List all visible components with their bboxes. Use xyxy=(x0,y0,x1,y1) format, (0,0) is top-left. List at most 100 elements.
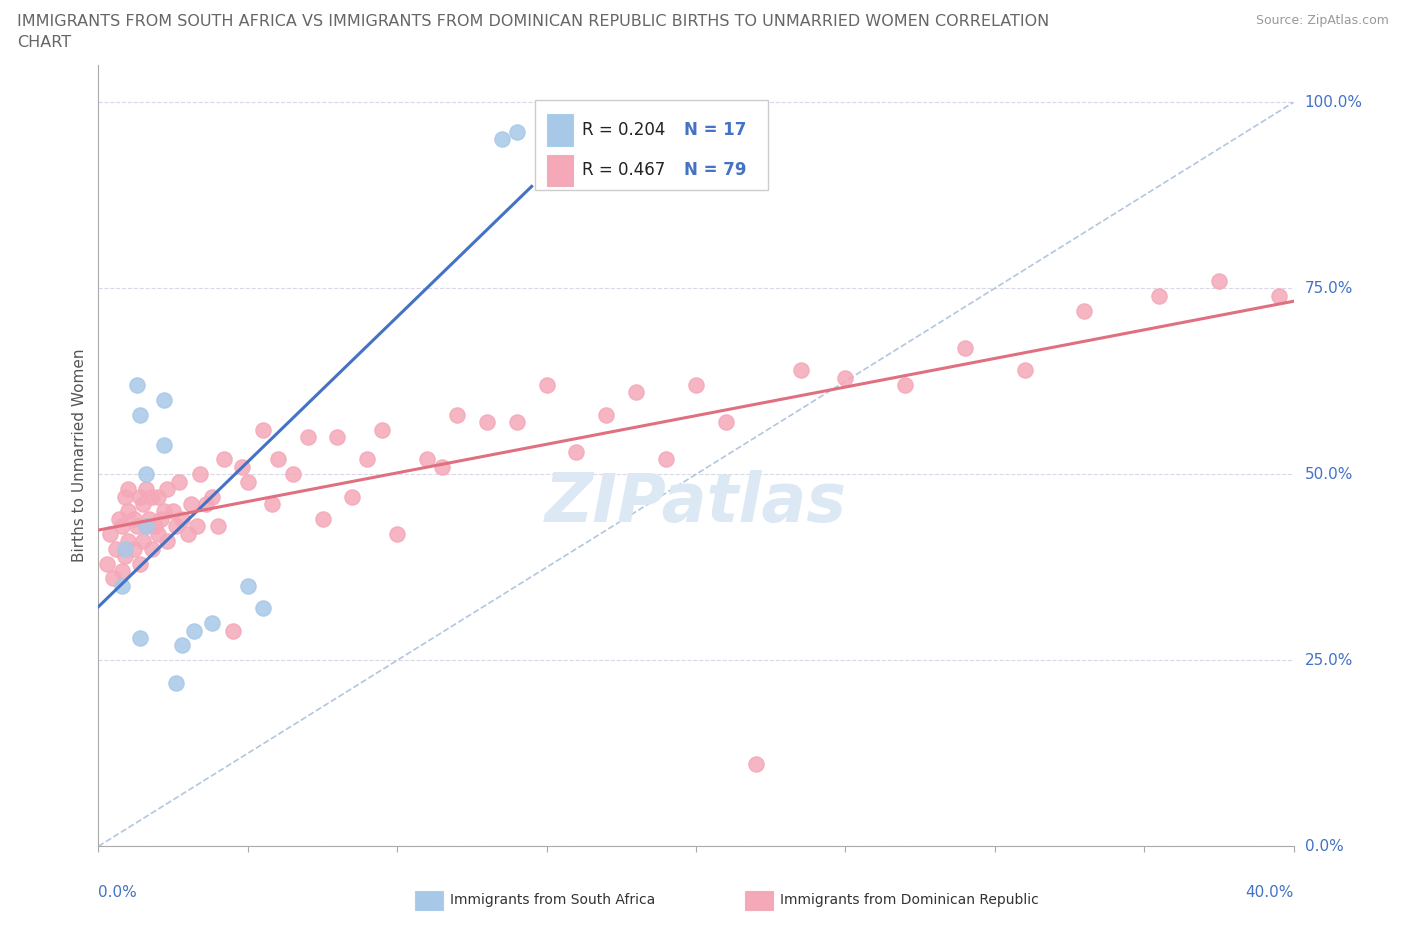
FancyBboxPatch shape xyxy=(547,114,572,145)
Point xyxy=(114,541,136,556)
Point xyxy=(207,519,229,534)
Point xyxy=(117,482,139,497)
Text: 100.0%: 100.0% xyxy=(1305,95,1362,110)
Point xyxy=(132,497,155,512)
Point xyxy=(789,363,811,378)
Point xyxy=(148,489,170,504)
Point xyxy=(1073,303,1095,318)
Text: R = 0.467: R = 0.467 xyxy=(582,161,665,179)
Text: ZIPatlas: ZIPatlas xyxy=(546,470,846,536)
Point xyxy=(201,489,224,504)
Point xyxy=(111,519,134,534)
Point xyxy=(685,378,707,392)
Point xyxy=(124,512,146,526)
Point xyxy=(111,564,134,578)
Point xyxy=(626,385,648,400)
Point xyxy=(416,452,439,467)
Point xyxy=(267,452,290,467)
Text: 0.0%: 0.0% xyxy=(98,885,138,900)
Point xyxy=(98,526,122,541)
Point xyxy=(156,482,179,497)
Text: Immigrants from South Africa: Immigrants from South Africa xyxy=(450,893,655,908)
Point xyxy=(117,534,139,549)
Point xyxy=(135,519,157,534)
Point xyxy=(252,601,274,616)
Point xyxy=(132,534,155,549)
Point xyxy=(356,452,378,467)
Point xyxy=(150,512,173,526)
Point xyxy=(311,512,333,526)
Point xyxy=(565,445,588,459)
Point xyxy=(117,504,139,519)
Point xyxy=(162,504,184,519)
Point xyxy=(105,541,128,556)
Point xyxy=(143,519,166,534)
Point xyxy=(326,430,349,445)
Text: 40.0%: 40.0% xyxy=(1246,885,1294,900)
Point xyxy=(141,541,163,556)
Point xyxy=(1208,273,1230,288)
Point xyxy=(231,459,253,474)
Point xyxy=(127,378,149,392)
Text: Immigrants from Dominican Republic: Immigrants from Dominican Republic xyxy=(780,893,1039,908)
Point xyxy=(165,519,187,534)
Point xyxy=(165,675,187,690)
Point xyxy=(745,757,768,772)
Text: N = 17: N = 17 xyxy=(685,121,747,139)
Point xyxy=(135,482,157,497)
Point xyxy=(114,549,136,564)
Point xyxy=(342,489,364,504)
Point xyxy=(186,519,208,534)
Point xyxy=(124,541,146,556)
Point xyxy=(129,489,152,504)
Point xyxy=(172,638,194,653)
Y-axis label: Births to Unmarried Women: Births to Unmarried Women xyxy=(72,349,87,563)
Point xyxy=(222,623,245,638)
Point xyxy=(371,422,394,437)
Point xyxy=(129,407,152,422)
Text: CHART: CHART xyxy=(17,35,70,50)
Point xyxy=(1147,288,1170,303)
Point xyxy=(177,526,200,541)
Point xyxy=(714,415,737,430)
Point xyxy=(446,407,468,422)
Point xyxy=(212,452,235,467)
Point xyxy=(894,378,917,392)
Point xyxy=(108,512,131,526)
Point xyxy=(506,415,529,430)
Point xyxy=(236,474,259,489)
Point xyxy=(167,474,190,489)
Point xyxy=(103,571,125,586)
Point xyxy=(180,497,202,512)
Point xyxy=(148,526,170,541)
Point xyxy=(141,489,163,504)
Point xyxy=(96,556,118,571)
Point xyxy=(195,497,218,512)
Text: N = 79: N = 79 xyxy=(685,161,747,179)
Point xyxy=(953,340,976,355)
Point xyxy=(153,504,176,519)
Point xyxy=(834,370,856,385)
Point xyxy=(201,616,224,631)
Text: Source: ZipAtlas.com: Source: ZipAtlas.com xyxy=(1256,14,1389,27)
Point xyxy=(129,631,152,645)
Point xyxy=(183,623,205,638)
Point xyxy=(260,497,283,512)
Point xyxy=(536,378,558,392)
Text: R = 0.204: R = 0.204 xyxy=(582,121,666,139)
Point xyxy=(430,459,453,474)
Point xyxy=(1014,363,1036,378)
Point xyxy=(153,392,176,407)
Point xyxy=(135,519,157,534)
Point xyxy=(156,534,179,549)
Point xyxy=(385,526,409,541)
Point xyxy=(655,452,678,467)
Point xyxy=(491,132,513,147)
Point xyxy=(127,519,149,534)
Point xyxy=(114,489,136,504)
Point xyxy=(129,556,152,571)
Text: 0.0%: 0.0% xyxy=(1305,839,1343,854)
Point xyxy=(111,578,134,593)
Text: 50.0%: 50.0% xyxy=(1305,467,1353,482)
Point xyxy=(475,415,498,430)
